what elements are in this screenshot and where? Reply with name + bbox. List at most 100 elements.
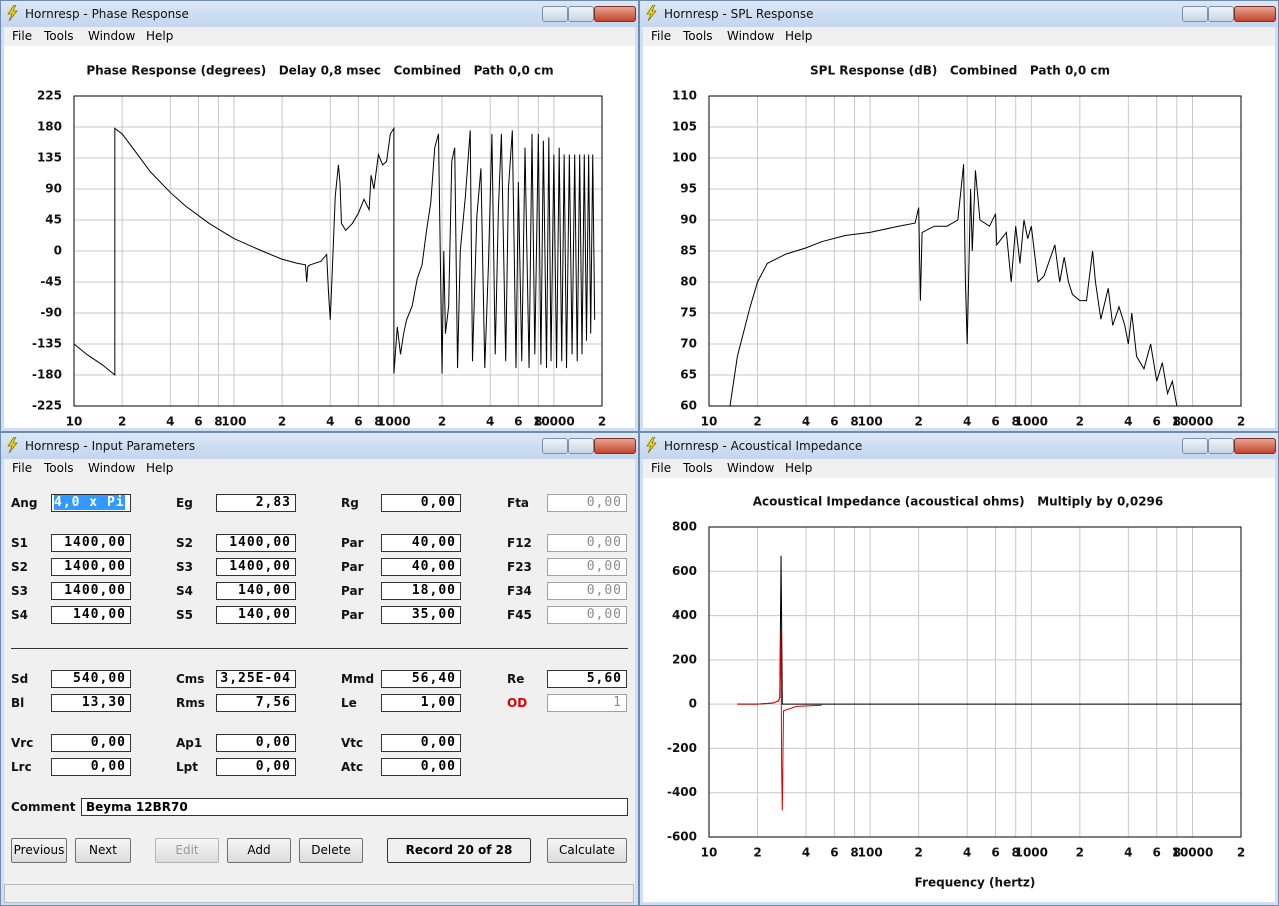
minimize-button[interactable] bbox=[542, 438, 568, 454]
menu-item[interactable]: Window bbox=[88, 461, 136, 475]
menu-item[interactable]: File bbox=[651, 29, 672, 43]
field-label: F23 bbox=[507, 560, 532, 574]
menu-item[interactable]: File bbox=[12, 461, 33, 475]
app-icon bbox=[646, 437, 657, 453]
close-button[interactable] bbox=[594, 6, 636, 22]
menu-item[interactable]: File bbox=[651, 461, 672, 475]
field-label: Cms bbox=[176, 672, 205, 686]
window-client bbox=[4, 46, 635, 428]
field-label: Rms bbox=[176, 696, 205, 710]
input-field[interactable]: 0,00 bbox=[216, 734, 296, 752]
title-bar: Hornresp - Phase Response bbox=[1, 1, 638, 27]
menu-item[interactable]: Help bbox=[146, 29, 174, 43]
button[interactable]: Next bbox=[75, 838, 131, 863]
menu-item[interactable]: Window bbox=[727, 461, 775, 475]
close-button[interactable] bbox=[1234, 6, 1276, 22]
button[interactable]: Calculate bbox=[547, 838, 627, 863]
field-label: Fta bbox=[507, 496, 530, 510]
input-field[interactable]: 35,00 bbox=[381, 606, 461, 624]
menu-item[interactable]: Help bbox=[146, 461, 174, 475]
field-label: F12 bbox=[507, 536, 532, 550]
input-field[interactable]: 1400,00 bbox=[51, 534, 131, 552]
field-label: Vtc bbox=[341, 736, 364, 750]
input-field[interactable]: 4,0 x Pi bbox=[51, 494, 131, 512]
input-field[interactable]: 0,00 bbox=[216, 758, 296, 776]
menu-item[interactable]: Window bbox=[88, 29, 136, 43]
input-field[interactable]: 0,00 bbox=[51, 758, 131, 776]
close-button[interactable] bbox=[594, 438, 636, 454]
input-field[interactable]: 0,00 bbox=[381, 734, 461, 752]
field-label: Lpt bbox=[176, 760, 198, 774]
field-label: Par bbox=[341, 608, 364, 622]
window: Hornresp - SPL Response File Tools Window He… bbox=[639, 0, 1279, 432]
input-field[interactable]: 0,00 bbox=[51, 734, 131, 752]
comment-field[interactable]: Beyma 12BR70 bbox=[81, 798, 628, 816]
input-field[interactable]: 0,00 bbox=[547, 534, 627, 552]
input-field[interactable]: 1,00 bbox=[381, 694, 461, 712]
menu-item[interactable]: Help bbox=[785, 461, 813, 475]
menu-bar: File Tools Window Help bbox=[643, 27, 1275, 46]
menu-item[interactable]: File bbox=[12, 29, 33, 43]
field-label: S3 bbox=[11, 584, 28, 598]
input-field[interactable]: 3,25E-04 bbox=[216, 670, 296, 688]
window-title: Hornresp - Phase Response bbox=[25, 7, 189, 21]
app-icon bbox=[7, 5, 18, 21]
input-field[interactable]: 1400,00 bbox=[51, 582, 131, 600]
selected-text: 4,0 x Pi bbox=[54, 495, 125, 510]
input-field[interactable]: 5,60 bbox=[547, 670, 627, 688]
status-bar bbox=[4, 884, 634, 903]
input-field[interactable]: 140,00 bbox=[51, 606, 131, 624]
input-field[interactable]: 13,30 bbox=[51, 694, 131, 712]
menu-item[interactable]: Tools bbox=[683, 29, 713, 43]
window-title: Hornresp - SPL Response bbox=[664, 7, 814, 21]
input-field[interactable]: 0,00 bbox=[381, 494, 461, 512]
close-button[interactable] bbox=[1234, 438, 1276, 454]
input-field[interactable]: 1400,00 bbox=[51, 558, 131, 576]
maximize-button[interactable] bbox=[1208, 6, 1234, 22]
input-field[interactable]: 0,00 bbox=[547, 558, 627, 576]
field-label: S2 bbox=[11, 560, 28, 574]
minimize-button[interactable] bbox=[1182, 438, 1208, 454]
window-title: Hornresp - Acoustical Impedance bbox=[664, 439, 863, 453]
input-field[interactable]: 140,00 bbox=[216, 582, 296, 600]
menu-item[interactable]: Help bbox=[785, 29, 813, 43]
menu-item[interactable]: Window bbox=[727, 29, 775, 43]
input-field[interactable]: 0,00 bbox=[547, 494, 627, 512]
input-field[interactable]: 2,83 bbox=[216, 494, 296, 512]
input-field[interactable]: 1 bbox=[547, 694, 627, 712]
menu-item[interactable]: Tools bbox=[44, 29, 74, 43]
field-label: Atc bbox=[341, 760, 364, 774]
window-title: Hornresp - Input Parameters bbox=[25, 439, 196, 453]
input-field[interactable]: 140,00 bbox=[216, 606, 296, 624]
input-field[interactable]: 40,00 bbox=[381, 534, 461, 552]
maximize-button[interactable] bbox=[568, 438, 594, 454]
button[interactable]: Delete bbox=[299, 838, 363, 863]
menu-item[interactable]: Tools bbox=[44, 461, 74, 475]
title-bar: Hornresp - Input Parameters bbox=[1, 433, 638, 459]
separator bbox=[11, 648, 628, 649]
field-label: F34 bbox=[507, 584, 532, 598]
input-field[interactable]: 1400,00 bbox=[216, 534, 296, 552]
input-field[interactable]: 40,00 bbox=[381, 558, 461, 576]
minimize-button[interactable] bbox=[542, 6, 568, 22]
maximize-button[interactable] bbox=[1208, 438, 1234, 454]
input-field[interactable]: 0,00 bbox=[547, 606, 627, 624]
input-field[interactable]: 540,00 bbox=[51, 670, 131, 688]
field-label: S5 bbox=[176, 608, 193, 622]
field-label: S4 bbox=[11, 608, 28, 622]
input-field[interactable]: 7,56 bbox=[216, 694, 296, 712]
maximize-button[interactable] bbox=[568, 6, 594, 22]
button[interactable]: Add bbox=[227, 838, 291, 863]
minimize-button[interactable] bbox=[1182, 6, 1208, 22]
menu-item[interactable]: Tools bbox=[683, 461, 713, 475]
input-field[interactable]: 1400,00 bbox=[216, 558, 296, 576]
button[interactable]: Previous bbox=[11, 838, 67, 863]
field-label: Rg bbox=[341, 496, 359, 510]
button: Edit bbox=[155, 838, 219, 863]
input-field[interactable]: 56,40 bbox=[381, 670, 461, 688]
app-icon bbox=[7, 437, 18, 453]
input-field[interactable]: 18,00 bbox=[381, 582, 461, 600]
input-field[interactable]: 0,00 bbox=[381, 758, 461, 776]
field-label: Re bbox=[507, 672, 525, 686]
input-field[interactable]: 0,00 bbox=[547, 582, 627, 600]
